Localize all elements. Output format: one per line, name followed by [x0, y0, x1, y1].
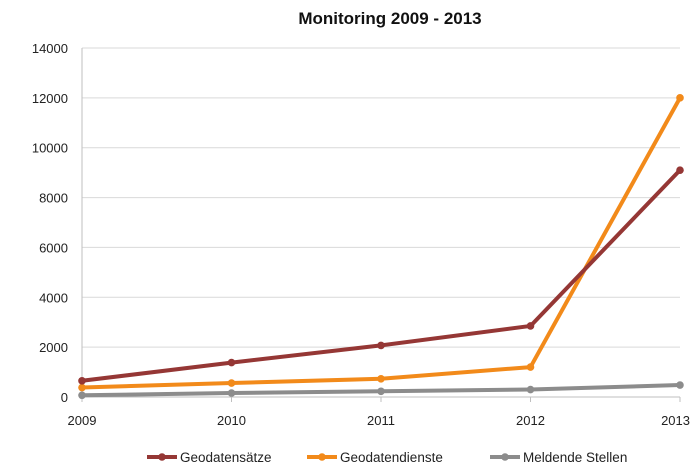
series-1 — [78, 94, 684, 392]
grid-lines — [82, 47, 680, 348]
legend-item: Geodatendienste — [307, 450, 443, 465]
legend-item: Meldende Stellen — [490, 450, 627, 465]
legend-marker — [318, 453, 326, 461]
legend-marker — [501, 453, 509, 461]
legend: Geodatensätze Geodatendienste Meldende Ste… — [147, 450, 627, 465]
y-axis-tick-labels: 0 2000 4000 6000 8000 10000 12000 14000 — [32, 41, 68, 405]
data-point — [526, 363, 535, 371]
x-tick-label: 2012 — [516, 413, 545, 428]
legend-item: Geodatensätze — [147, 450, 272, 465]
legend-label: Geodatensätze — [180, 450, 272, 465]
data-point — [227, 379, 236, 387]
series-line — [80, 168, 682, 383]
x-axis-tick-labels: 2009 2010 2011 2012 2013 — [68, 397, 690, 428]
series-lines — [78, 94, 684, 400]
y-tick-label: 4000 — [39, 290, 68, 305]
data-point — [227, 358, 236, 367]
y-tick-label: 8000 — [39, 191, 68, 206]
x-tick-label: 2013 — [661, 413, 690, 428]
y-tick-label: 10000 — [32, 141, 68, 156]
y-tick-label: 0 — [61, 390, 68, 405]
data-point — [227, 389, 236, 397]
x-tick-label: 2009 — [68, 413, 97, 428]
data-point — [676, 166, 684, 174]
y-tick-label: 14000 — [32, 41, 68, 56]
data-point — [78, 391, 86, 400]
data-point — [676, 94, 684, 102]
y-tick-label: 6000 — [39, 240, 68, 255]
chart-title: Monitoring 2009 - 2013 — [298, 9, 481, 28]
data-point — [377, 375, 385, 383]
data-point — [78, 383, 86, 392]
data-point — [526, 322, 535, 330]
x-tick-label: 2010 — [217, 413, 246, 428]
y-tick-label: 12000 — [32, 91, 68, 106]
data-point — [676, 381, 684, 389]
y-tick-label: 2000 — [39, 340, 68, 355]
data-point — [526, 385, 535, 394]
series-2 — [78, 381, 684, 400]
x-tick-label: 2011 — [367, 413, 395, 428]
series-0 — [78, 166, 684, 385]
data-point — [377, 341, 385, 350]
legend-label: Meldende Stellen — [523, 450, 627, 465]
data-point — [377, 387, 385, 396]
legend-marker — [158, 453, 166, 461]
data-point — [78, 376, 86, 385]
legend-label: Geodatendienste — [340, 450, 443, 465]
